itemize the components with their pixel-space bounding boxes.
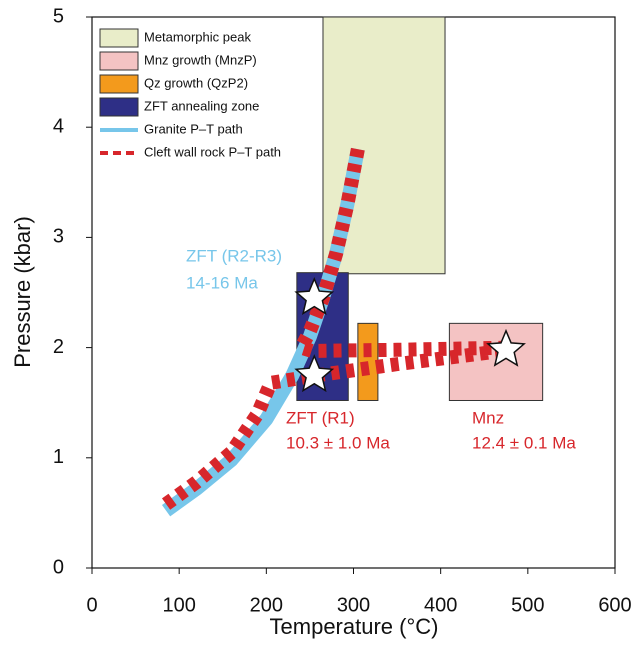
x-tick-label: 200 [250,594,283,616]
legend-swatch [99,28,139,48]
star-marker [486,328,526,367]
x-tick-label: 300 [337,594,370,616]
annotation: ZFT (R1) [286,408,355,427]
legend-label: Cleft wall rock P–T path [144,144,281,159]
legend-swatch [99,74,139,94]
y-axis-label: Pressure (kbar) [10,216,35,368]
x-tick-label: 100 [162,594,195,616]
y-tick-label: 4 [53,115,64,137]
y-tick-label: 1 [53,446,64,468]
y-tick-label: 2 [53,336,64,358]
y-tick-label: 5 [53,5,64,27]
annotation: 14-16 Ma [186,273,258,292]
x-tick-label: 600 [598,594,631,616]
legend-swatch [99,97,139,117]
y-tick-label: 3 [53,226,64,248]
x-tick-label: 500 [511,594,544,616]
star-marker [294,354,335,393]
star-marker [294,277,335,315]
annotation: Mnz [472,408,504,427]
legend-label: Granite P–T path [144,121,243,136]
legend-label: ZFT annealing zone [144,98,259,113]
x-tick-label: 0 [86,594,97,616]
annotation: 10.3 ± 1.0 Ma [286,433,390,452]
annotation: 12.4 ± 0.1 Ma [472,433,576,452]
annotation: ZFT (R2-R3) [186,246,282,265]
legend-swatch [99,51,139,71]
legend-label: Mnz growth (MnzP) [144,52,257,67]
y-tick-label: 0 [53,556,64,578]
legend-label: Qz growth (QzP2) [144,75,248,90]
x-axis-label: Temperature (°C) [270,614,439,639]
series-line [161,147,511,510]
legend-label: Metamorphic peak [144,29,251,44]
x-tick-label: 400 [424,594,457,616]
